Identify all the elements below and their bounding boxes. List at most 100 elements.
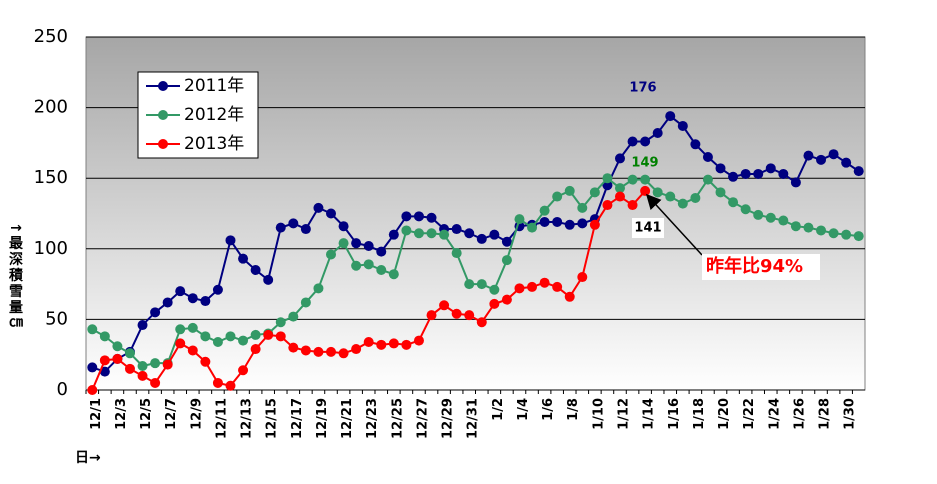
data-point	[288, 311, 299, 322]
data-point	[99, 366, 110, 377]
legend-label: 2013年	[184, 134, 244, 154]
data-point	[288, 218, 299, 229]
data-point	[665, 111, 676, 122]
data-point	[614, 183, 625, 194]
data-point	[627, 136, 638, 147]
y-tick-label: 50	[45, 308, 68, 329]
x-tick-label: 1/4	[516, 398, 531, 421]
data-point	[137, 370, 148, 381]
data-point	[640, 185, 651, 196]
data-point	[388, 338, 399, 349]
data-point	[640, 174, 651, 185]
data-point	[275, 331, 286, 342]
data-point	[263, 329, 274, 340]
data-point	[728, 197, 739, 208]
data-point	[200, 356, 211, 367]
annotation-box	[702, 254, 820, 280]
data-point	[702, 174, 713, 185]
data-point	[589, 187, 600, 198]
data-point	[338, 221, 349, 232]
x-tick-label: 1/22	[742, 398, 757, 430]
x-tick-label: 12/1	[89, 398, 104, 430]
data-point	[803, 222, 814, 233]
data-point	[753, 209, 764, 220]
data-point	[124, 348, 135, 359]
data-point	[112, 353, 123, 364]
x-tick-label: 12/29	[441, 398, 456, 439]
x-tick-label: 1/26	[792, 398, 807, 430]
data-point	[577, 218, 588, 229]
x-tick-label: 1/2	[491, 398, 506, 421]
data-point	[702, 152, 713, 163]
data-point	[87, 362, 98, 373]
data-point	[162, 297, 173, 308]
data-point	[715, 163, 726, 174]
data-point	[175, 338, 186, 349]
data-point	[225, 235, 236, 246]
x-tick-label: 12/7	[164, 398, 179, 430]
data-point	[489, 284, 500, 295]
data-point	[150, 377, 161, 388]
data-point	[501, 255, 512, 266]
data-point	[112, 341, 123, 352]
data-point	[250, 264, 261, 275]
data-point	[803, 150, 814, 161]
data-point	[426, 212, 437, 223]
data-point	[476, 317, 487, 328]
data-point	[426, 310, 437, 321]
data-point	[778, 168, 789, 179]
data-point	[602, 200, 613, 211]
data-point	[413, 211, 424, 222]
data-point	[351, 238, 362, 249]
data-point	[300, 297, 311, 308]
data-point	[124, 363, 135, 374]
x-tick-label: 12/9	[189, 398, 204, 430]
data-point	[363, 240, 374, 251]
data-point	[326, 208, 337, 219]
data-point	[677, 198, 688, 209]
data-point	[401, 225, 412, 236]
data-point	[363, 336, 374, 347]
data-point	[501, 236, 512, 247]
y-tick-label: 250	[34, 26, 68, 47]
data-point	[388, 229, 399, 240]
data-point	[99, 331, 110, 342]
arrow	[645, 193, 703, 256]
data-point	[690, 192, 701, 203]
legend-marker	[158, 139, 168, 149]
data-point	[690, 139, 701, 150]
data-point	[212, 284, 223, 295]
data-point	[740, 168, 751, 179]
data-point	[137, 360, 148, 371]
data-point	[238, 365, 249, 376]
data-point	[250, 329, 261, 340]
x-tick-label: 12/25	[390, 398, 405, 439]
x-tick-label: 12/3	[114, 398, 129, 430]
data-point	[426, 228, 437, 239]
data-point	[313, 346, 324, 357]
data-point	[577, 272, 588, 283]
data-point	[363, 259, 374, 270]
data-point	[614, 191, 625, 202]
x-tick-label: 12/21	[340, 398, 355, 439]
data-point	[187, 345, 198, 356]
data-point	[602, 173, 613, 184]
data-point	[187, 293, 198, 304]
data-point	[376, 246, 387, 257]
data-point	[162, 359, 173, 370]
data-point	[489, 229, 500, 240]
data-point	[828, 149, 839, 160]
data-point	[250, 344, 261, 355]
data-point	[527, 222, 538, 233]
data-point	[514, 214, 525, 225]
data-point	[652, 128, 663, 139]
data-point	[464, 310, 475, 321]
data-point	[212, 336, 223, 347]
x-tick-label: 12/31	[466, 398, 481, 439]
data-point	[99, 355, 110, 366]
data-point	[652, 187, 663, 198]
data-point	[275, 222, 286, 233]
data-point	[841, 157, 852, 168]
data-point	[87, 324, 98, 335]
data-point	[451, 224, 462, 235]
